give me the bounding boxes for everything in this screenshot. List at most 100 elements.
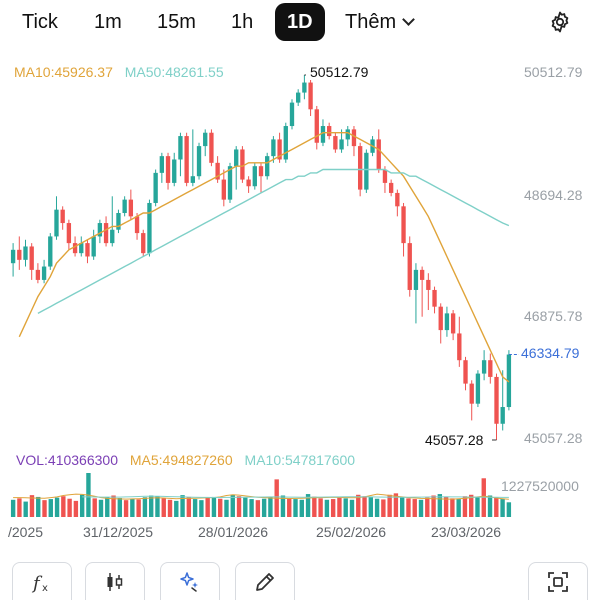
- volume-bar: [199, 500, 204, 517]
- date-label: 23/03/2026: [431, 524, 502, 540]
- volume-bar: [117, 498, 123, 517]
- volume-bar: [343, 498, 348, 517]
- tab-1d[interactable]: 1D: [275, 3, 325, 41]
- tab-1h[interactable]: 1h: [231, 11, 254, 33]
- vol-ma10-legend: MA10:547817600: [244, 452, 356, 468]
- volume-bar: [10, 499, 16, 517]
- candle-body: [339, 139, 344, 150]
- volume-chart[interactable]: [0, 470, 600, 520]
- volume-bar: [487, 495, 493, 517]
- volume-bar: [399, 496, 405, 517]
- more-dropdown[interactable]: Thêm: [345, 3, 415, 41]
- candle-body: [17, 249, 22, 260]
- candle-body: [196, 146, 202, 177]
- candle-body: [296, 92, 301, 103]
- sparkle-icon: [180, 572, 198, 592]
- candle-body: [252, 166, 257, 187]
- candle-body: [134, 216, 140, 234]
- volume-bar: [431, 495, 436, 517]
- volume-bar: [205, 498, 210, 517]
- candle-body: [450, 313, 456, 334]
- ai-insight-button[interactable]: [160, 562, 220, 600]
- date-label: 28/01/2026: [198, 524, 269, 540]
- timeframe-tabs: Tick 1m 15m 1h 1D Thêm: [0, 0, 600, 44]
- price-axis-label: 48694.28: [524, 187, 583, 203]
- volume-bar: [443, 496, 449, 517]
- ma10-legend: MA10:45926.37: [14, 64, 113, 80]
- candle-body: [401, 206, 406, 244]
- candle-body: [333, 136, 338, 150]
- date-label: 31/12/2025: [83, 524, 154, 540]
- volume-bar: [293, 499, 298, 517]
- candle-body: [97, 223, 103, 237]
- candle-body: [48, 236, 53, 267]
- date-label: /2025: [8, 524, 44, 540]
- tab-1m[interactable]: 1m: [94, 11, 122, 33]
- fullscreen-button[interactable]: [528, 562, 588, 600]
- candle-body: [494, 376, 499, 424]
- candle-body: [345, 129, 350, 140]
- volume-bar: [374, 498, 380, 517]
- candle-body: [357, 146, 363, 190]
- candlestick-icon: [107, 573, 123, 591]
- candle-body: [475, 373, 481, 404]
- indicator-function-button[interactable]: f x: [12, 562, 72, 600]
- volume-bar: [174, 500, 179, 517]
- candle-body: [500, 407, 505, 424]
- volume-bar: [111, 495, 116, 517]
- tab-15m[interactable]: 15m: [157, 11, 196, 33]
- volume-bar: [312, 496, 317, 517]
- candle-body: [141, 233, 146, 254]
- volume-bar: [418, 499, 424, 517]
- candle-body: [234, 149, 239, 167]
- volume-ma10-line: [82, 495, 509, 498]
- candle-body: [165, 156, 171, 183]
- volume-bar: [337, 497, 342, 517]
- candle-body: [488, 360, 493, 377]
- candle-body: [382, 169, 388, 183]
- candle-body: [432, 289, 437, 307]
- volume-bar: [261, 498, 267, 517]
- volume-bar: [192, 499, 198, 517]
- high-price-annotation: 50512.79: [308, 64, 371, 80]
- volume-bar: [23, 501, 28, 517]
- candle-body: [203, 132, 208, 147]
- candle-body: [66, 223, 72, 244]
- chart-type-button[interactable]: [85, 562, 145, 600]
- price-chart[interactable]: MA10:45926.37 MA50:48261.55 50512.79 486…: [0, 55, 600, 455]
- volume-bar: [67, 498, 72, 517]
- candle-body: [265, 156, 270, 177]
- candle-body: [481, 360, 487, 374]
- candle-body: [426, 279, 431, 290]
- draw-tool-button[interactable]: [235, 562, 295, 600]
- volume-bar: [437, 494, 443, 517]
- volume-bar: [224, 499, 229, 517]
- fullscreen-icon: [548, 572, 568, 592]
- volume-bar: [105, 496, 110, 517]
- svg-text:x: x: [42, 583, 48, 594]
- tab-tick[interactable]: Tick: [22, 11, 58, 33]
- volume-bar: [330, 499, 336, 517]
- candle-body: [506, 354, 512, 408]
- candle-body: [23, 246, 28, 260]
- volume-bar: [130, 498, 135, 517]
- volume-bar: [287, 498, 292, 517]
- volume-bar: [450, 498, 455, 517]
- candle-body: [221, 179, 226, 200]
- gear-icon[interactable]: [548, 10, 572, 34]
- volume-bar: [148, 495, 154, 517]
- candle-body: [364, 152, 369, 190]
- candle-body: [419, 269, 425, 280]
- volume-bar: [17, 498, 22, 517]
- volume-bar: [500, 499, 505, 517]
- price-chart-canvas: [10, 74, 519, 441]
- chevron-down-icon: [402, 12, 415, 26]
- candle-body: [277, 139, 282, 160]
- volume-bar: [393, 493, 399, 517]
- volume-bar: [356, 494, 361, 517]
- volume-bar: [54, 497, 60, 517]
- volume-bar: [506, 502, 512, 517]
- candle-body: [159, 156, 165, 173]
- volume-bar: [92, 498, 97, 517]
- volume-bar: [255, 500, 261, 517]
